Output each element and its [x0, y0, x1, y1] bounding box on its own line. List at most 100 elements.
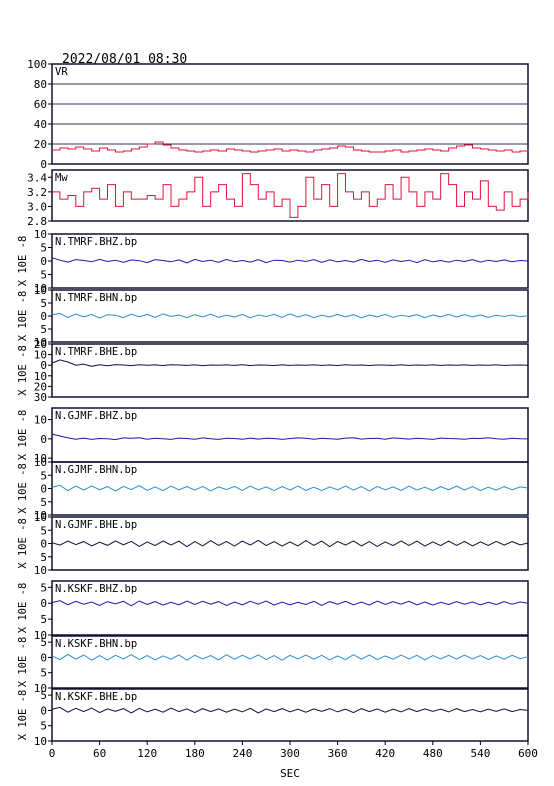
y-axis-label-n-tmrf-bhn-bp: X 10E -8 — [17, 291, 29, 342]
y-tick-label-n-gjmf-bhn-bp-3: 5 — [40, 469, 47, 482]
y-tick-label-n-gjmf-bhn-bp-2: 0 — [40, 483, 47, 496]
y-tick-label-n-gjmf-bhe-bp-1: 5 — [40, 551, 47, 564]
panel-frame-n-kskf-bhn-bp — [51, 635, 529, 689]
y-tick-label-n-tmrf-bhz-bp-4: 10 — [34, 228, 47, 241]
x-tick-label-2: 120 — [137, 747, 157, 760]
y-tick-label-vr-1: 20 — [34, 138, 47, 151]
x-axis-label: SEC — [280, 767, 300, 780]
panel-label-n-gjmf-bhe-bp: N.GJMF.BHE.bp — [55, 519, 137, 531]
y-tick-label-n-tmrf-bhn-bp-4: 10 — [34, 284, 47, 297]
y-tick-label-n-tmrf-bhe-bp-2: 10 — [34, 370, 47, 383]
y-tick-label-n-gjmf-bhn-bp-1: 5 — [40, 496, 47, 509]
y-tick-label-n-kskf-bhn-bp-1: 5 — [40, 667, 47, 680]
x-tick-label-7: 420 — [375, 747, 395, 760]
panel-label-vr: VR — [55, 66, 68, 78]
series-line-n-gjmf-bhn-bp — [51, 484, 529, 492]
y-tick-label-n-tmrf-bhe-bp-4: 10 — [34, 349, 47, 362]
series-line-n-tmrf-bhz-bp — [51, 257, 529, 264]
y-tick-label-n-kskf-bhn-bp-2: 0 — [40, 651, 47, 664]
y-tick-label-n-kskf-bhz-bp-3: 5 — [40, 581, 47, 594]
y-tick-label-n-tmrf-bhn-bp-0: 10 — [34, 336, 47, 349]
series-line-n-kskf-bhz-bp — [51, 600, 529, 607]
y-tick-label-mw-3: 3.4 — [27, 171, 47, 184]
panel-label-n-kskf-bhn-bp: N.KSKF.BHN.bp — [55, 638, 137, 650]
y-tick-label-n-kskf-bhe-bp-3: 5 — [40, 689, 47, 702]
y-axis-label-n-gjmf-bhz-bp: X 10E -8 — [17, 410, 29, 461]
y-tick-label-vr-5: 100 — [27, 58, 47, 71]
y-axis-label-n-gjmf-bhn-bp: X 10E -8 — [17, 463, 29, 514]
y-tick-label-n-kskf-bhe-bp-2: 0 — [40, 704, 47, 717]
y-tick-label-n-gjmf-bhe-bp-3: 5 — [40, 524, 47, 537]
panel-label-n-kskf-bhe-bp: N.KSKF.BHE.bp — [55, 691, 137, 703]
x-tick-label-9: 540 — [470, 747, 490, 760]
y-tick-label-n-tmrf-bhe-bp-5: 20 — [34, 338, 47, 351]
y-tick-label-n-kskf-bhe-bp-0: 10 — [34, 735, 47, 748]
y-tick-label-mw-1: 3.0 — [27, 200, 47, 213]
y-tick-label-mw-2: 3.2 — [27, 186, 47, 199]
y-tick-label-n-gjmf-bhn-bp-0: 10 — [34, 509, 47, 522]
y-tick-label-n-kskf-bhz-bp-1: 5 — [40, 613, 47, 626]
x-tick-label-1: 60 — [93, 747, 106, 760]
series-line-n-kskf-bhe-bp — [51, 706, 529, 714]
y-axis-label-n-tmrf-bhz-bp: X 10E -8 — [17, 236, 29, 287]
x-tick-label-10: 600 — [518, 747, 538, 760]
y-tick-label-n-kskf-bhn-bp-3: 5 — [40, 636, 47, 649]
y-axis-label-n-kskf-bhe-bp: X 10E -8 — [17, 690, 29, 741]
y-tick-label-n-gjmf-bhe-bp-0: 10 — [34, 564, 47, 577]
y-tick-label-n-tmrf-bhn-bp-2: 0 — [40, 310, 47, 323]
y-tick-label-n-tmrf-bhn-bp-1: 5 — [40, 323, 47, 336]
y-tick-label-n-kskf-bhe-bp-1: 5 — [40, 720, 47, 733]
panel-label-n-tmrf-bhn-bp: N.TMRF.BHN.bp — [55, 292, 137, 304]
y-tick-label-n-kskf-bhn-bp-0: 10 — [34, 682, 47, 695]
panel-label-mw: Mw — [55, 172, 68, 184]
series-line-n-tmrf-bhn-bp — [51, 312, 529, 319]
y-axis-label-n-kskf-bhz-bp: X 10E -8 — [17, 583, 29, 634]
y-tick-label-n-tmrf-bhz-bp-1: 5 — [40, 269, 47, 282]
y-tick-label-n-tmrf-bhe-bp-3: 0 — [40, 359, 47, 372]
series-line-n-gjmf-bhe-bp — [51, 539, 529, 548]
y-tick-label-n-tmrf-bhe-bp-1: 20 — [34, 380, 47, 393]
panel-label-n-tmrf-bhe-bp: N.TMRF.BHE.bp — [55, 346, 137, 358]
y-tick-label-n-gjmf-bhz-bp-1: 0 — [40, 433, 47, 446]
y-tick-label-vr-2: 40 — [34, 118, 47, 131]
y-tick-label-n-gjmf-bhe-bp-2: 0 — [40, 538, 47, 551]
y-tick-label-n-tmrf-bhz-bp-2: 0 — [40, 255, 47, 268]
panel-label-n-kskf-bhz-bp: N.KSKF.BHZ.bp — [55, 583, 137, 595]
y-tick-label-n-tmrf-bhz-bp-0: 10 — [34, 282, 47, 295]
x-tick-label-4: 240 — [232, 747, 252, 760]
series-line-vr — [52, 141, 529, 153]
x-tick-label-6: 360 — [328, 747, 348, 760]
series-line-n-gjmf-bhz-bp — [51, 433, 529, 441]
y-tick-label-n-tmrf-bhe-bp-0: 30 — [34, 391, 47, 404]
panel-frame-n-tmrf-bhe-bp — [51, 343, 529, 398]
panel-label-n-gjmf-bhz-bp: N.GJMF.BHZ.bp — [55, 410, 137, 422]
y-tick-label-mw-0: 2.8 — [27, 215, 47, 228]
panel-label-n-gjmf-bhn-bp: N.GJMF.BHN.bp — [55, 464, 137, 476]
y-tick-label-n-gjmf-bhz-bp-2: 10 — [34, 414, 47, 427]
panel-frame-vr — [51, 63, 529, 165]
x-tick-label-5: 300 — [280, 747, 300, 760]
y-tick-label-n-gjmf-bhn-bp-4: 10 — [34, 456, 47, 469]
y-tick-label-vr-4: 80 — [34, 78, 47, 91]
panel-label-n-tmrf-bhz-bp: N.TMRF.BHZ.bp — [55, 236, 137, 248]
x-tick-label-8: 480 — [423, 747, 443, 760]
x-tick-label-3: 180 — [185, 747, 205, 760]
y-axis-label-n-gjmf-bhe-bp: X 10E -8 — [17, 518, 29, 569]
y-tick-label-n-tmrf-bhn-bp-3: 5 — [40, 297, 47, 310]
y-axis-label-n-kskf-bhn-bp: X 10E -8 — [17, 637, 29, 688]
y-tick-label-n-kskf-bhz-bp-0: 10 — [34, 629, 47, 642]
series-line-n-kskf-bhn-bp — [51, 653, 529, 661]
panel-frame-n-kskf-bhz-bp — [51, 580, 529, 636]
y-tick-label-vr-3: 60 — [34, 98, 47, 111]
y-axis-label-n-tmrf-bhe-bp: X 10E -8 — [17, 345, 29, 396]
x-tick-label-0: 0 — [49, 747, 56, 760]
y-tick-label-n-gjmf-bhe-bp-4: 10 — [34, 511, 47, 524]
series-line-mw — [52, 173, 529, 218]
y-tick-label-n-kskf-bhz-bp-2: 0 — [40, 597, 47, 610]
series-line-n-tmrf-bhe-bp — [51, 359, 529, 367]
y-tick-label-n-gjmf-bhz-bp-0: 10 — [34, 452, 47, 465]
y-tick-label-vr-0: 0 — [40, 158, 47, 171]
y-tick-label-n-tmrf-bhz-bp-3: 5 — [40, 242, 47, 255]
